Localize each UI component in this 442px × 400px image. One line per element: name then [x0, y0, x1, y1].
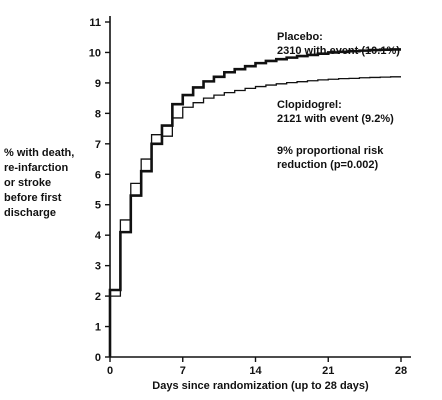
annotations: Placebo: 2310 with event (10.1%) Clopidogr… — [277, 31, 400, 171]
annotation-line: 9% proportional risk — [277, 145, 384, 157]
y-tick-label: 10 — [89, 47, 101, 59]
y-axis-label-line: discharge — [4, 207, 56, 219]
y-tick-label: 2 — [95, 291, 101, 303]
y-axis-label-line: or stroke — [4, 177, 51, 189]
y-tick-label: 9 — [95, 78, 101, 90]
x-tick-label: 7 — [180, 365, 186, 377]
x-tick-label: 0 — [107, 365, 113, 377]
y-axis-label-line: re-infarction — [4, 162, 68, 174]
x-tick-label: 14 — [249, 365, 262, 377]
y-tick-label: 3 — [95, 261, 101, 273]
y-axis-label: % with death, re-infarction or stroke befor… — [4, 147, 74, 219]
y-tick-label: 6 — [95, 169, 101, 181]
y-tick-label: 11 — [89, 17, 101, 29]
axes: 0 1 2 3 4 5 6 7 8 9 10 11 0 7 14 21 28 — [89, 16, 411, 377]
y-tick-label: 8 — [95, 108, 101, 120]
y-axis-label-line: before first — [4, 192, 62, 204]
annotation-line: 2310 with event (10.1%) — [277, 45, 400, 57]
series-line-placebo — [108, 48, 401, 357]
series-line-clopidogrel — [109, 76, 401, 357]
y-tick-label: 7 — [95, 139, 101, 151]
annotation-line: Placebo: — [277, 31, 323, 43]
annotation-line: 2121 with event (9.2%) — [277, 113, 394, 125]
y-tick-label: 5 — [95, 200, 101, 212]
annotation-line: Clopidogrel: — [277, 99, 342, 111]
x-tick-label: 21 — [322, 365, 334, 377]
y-axis-label-line: % with death, — [4, 147, 74, 159]
y-tick-label: 4 — [95, 230, 102, 242]
x-tick-label: 28 — [395, 365, 407, 377]
series-layer — [108, 48, 401, 357]
y-tick-label: 0 — [95, 352, 101, 364]
y-tick-label: 1 — [95, 322, 101, 334]
annotation-line: reduction (p=0.002) — [277, 159, 379, 171]
x-axis-label: Days since randomization (up to 28 days) — [152, 380, 369, 392]
